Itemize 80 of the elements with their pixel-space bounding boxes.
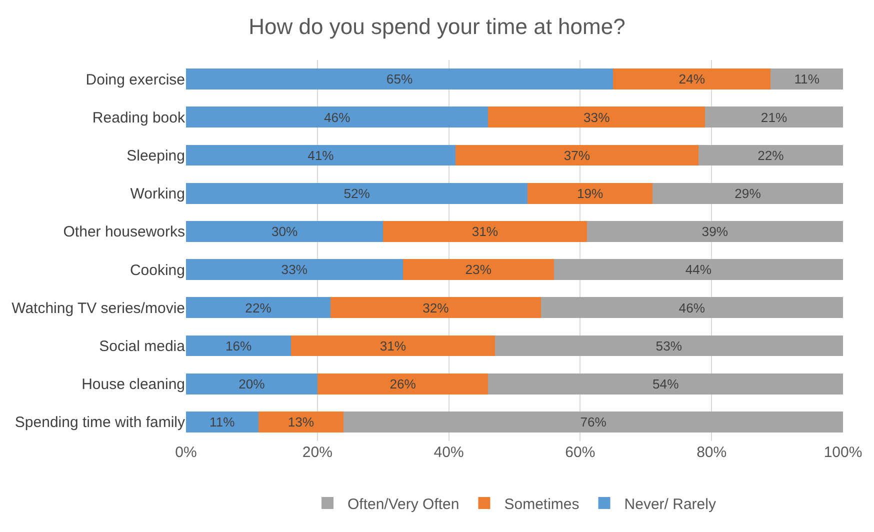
- bar: [613, 68, 771, 90]
- bar: [455, 144, 698, 166]
- data-label: 37%: [564, 148, 590, 163]
- data-label: 33%: [281, 262, 308, 278]
- bar: [540, 297, 843, 318]
- bar: [291, 335, 495, 356]
- data-label: 22%: [245, 300, 272, 316]
- bar: [186, 259, 403, 280]
- bar: [488, 106, 706, 128]
- data-label: 24%: [678, 72, 706, 87]
- x-tick-label: 40%: [434, 444, 464, 461]
- bar: [186, 144, 456, 166]
- data-label: 41%: [308, 148, 334, 163]
- bar: [186, 106, 488, 128]
- y-tick-label: Reading book: [92, 109, 186, 126]
- bar: [402, 259, 554, 280]
- y-tick-label: Other houseworks: [63, 224, 185, 241]
- y-tick-label: Working: [130, 186, 185, 203]
- x-tick-label: 60%: [565, 444, 596, 461]
- data-label: 11%: [210, 414, 236, 430]
- bar: [554, 259, 843, 280]
- y-tick-label: House cleaning: [82, 376, 185, 394]
- data-label: 13%: [288, 414, 314, 430]
- data-label: 33%: [584, 110, 610, 125]
- x-tick-label: 20%: [302, 444, 332, 461]
- data-label: 32%: [422, 300, 450, 316]
- bar: [652, 182, 843, 204]
- data-label: 52%: [344, 186, 370, 202]
- bar: [586, 220, 843, 242]
- data-label: 16%: [225, 338, 252, 354]
- chart-title: How do you spend your time at home?: [248, 14, 626, 40]
- bar: [494, 335, 843, 356]
- bar: [186, 373, 318, 394]
- data-label: 44%: [685, 262, 712, 278]
- data-label: 11%: [794, 72, 820, 87]
- y-tick-label: Spending time with family: [14, 414, 186, 432]
- data-label: 46%: [678, 300, 706, 316]
- bar: [705, 106, 843, 128]
- bar: [186, 182, 528, 204]
- data-label: 20%: [238, 376, 266, 392]
- y-tick-label: Sleeping: [126, 148, 185, 164]
- y-tick-label: Cooking: [130, 262, 185, 279]
- bar: [186, 411, 258, 432]
- bar: [186, 297, 331, 318]
- y-tick-label: Doing exercise: [86, 71, 185, 88]
- data-label: 39%: [702, 224, 728, 240]
- bar: [186, 220, 384, 242]
- bar: [186, 68, 614, 90]
- data-label: 54%: [652, 376, 680, 392]
- data-label: 19%: [576, 186, 604, 202]
- legend-label: Sometimes: [504, 496, 580, 513]
- bar: [528, 182, 652, 204]
- bar: [330, 297, 541, 318]
- bar: [698, 144, 843, 166]
- data-label: 53%: [656, 338, 682, 354]
- data-label: 26%: [390, 376, 416, 392]
- bar: [258, 411, 344, 432]
- bar: [344, 411, 843, 432]
- legend-label: Often/Very Often: [348, 496, 460, 513]
- legend-label: Never/ Rarely: [624, 496, 716, 513]
- data-label: 31%: [380, 338, 406, 354]
- bar: [488, 373, 843, 394]
- bar: [317, 373, 488, 394]
- bar: [770, 68, 843, 90]
- data-label: 21%: [760, 110, 788, 125]
- data-label: 22%: [758, 148, 784, 163]
- bar: [383, 220, 587, 242]
- data-label: 65%: [386, 72, 413, 87]
- bar: [186, 335, 292, 356]
- data-label: 23%: [465, 262, 492, 278]
- data-label: 76%: [580, 414, 607, 430]
- data-label: 31%: [472, 224, 498, 240]
- x-tick-label: 100%: [824, 444, 862, 461]
- x-tick-label: 0%: [175, 444, 197, 461]
- data-label: 29%: [734, 186, 762, 202]
- data-label: 46%: [324, 110, 351, 125]
- x-tick-label: 80%: [696, 444, 727, 461]
- data-label: 30%: [271, 224, 298, 240]
- y-tick-label: Social media: [99, 338, 186, 355]
- y-tick-label: Watching TV series/movie: [12, 300, 185, 317]
